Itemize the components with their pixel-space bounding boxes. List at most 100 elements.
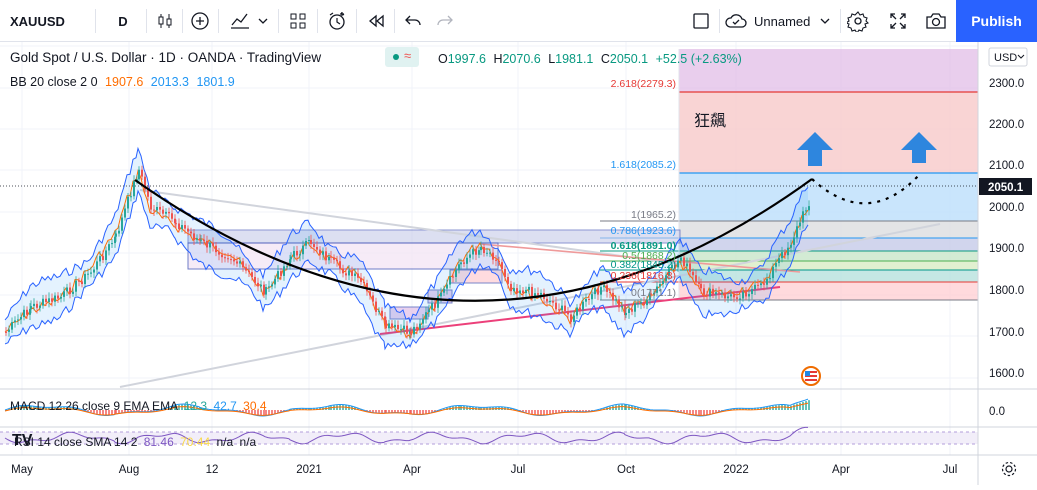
macd-bar [236, 410, 238, 411]
chevron-down-icon [258, 18, 268, 24]
macd-bar [260, 410, 262, 416]
macd-bar [299, 408, 301, 410]
expand-icon [890, 13, 906, 29]
macd-legend[interactable]: MACD 12 26 close 9 EMA EMA 12.3 42.7 30.… [10, 399, 267, 413]
snapshot-button[interactable] [921, 0, 951, 42]
compare-button[interactable] [185, 0, 215, 42]
candle-body [159, 206, 161, 210]
candle-body [546, 298, 548, 302]
macd-bar [510, 408, 512, 410]
templates-button[interactable] [283, 0, 313, 42]
macd-bar [733, 408, 735, 410]
divider [146, 9, 147, 33]
macd-bar [413, 410, 415, 414]
macd-bar [111, 410, 113, 415]
bb-legend[interactable]: BB 20 close 2 0 1907.6 2013.3 1801.9 [10, 75, 235, 89]
candle-body [81, 281, 83, 285]
candle-body [680, 257, 682, 261]
macd-bar [102, 410, 104, 415]
fib-zone-1 [679, 221, 978, 238]
market-status-badge[interactable]: ≈ [385, 47, 419, 67]
macd-bar [357, 407, 359, 410]
price-tick: 1900.0 [989, 243, 1024, 255]
bb-label: BB 20 close 2 0 [10, 75, 98, 89]
macd-bar [87, 410, 89, 412]
candle-body [156, 206, 158, 211]
fullscreen-button[interactable] [883, 0, 913, 42]
candle-body [171, 213, 173, 219]
macd-bar [302, 408, 304, 410]
arrow-up-icon[interactable] [901, 132, 937, 163]
candle-body [458, 264, 460, 271]
alert-button[interactable] [322, 0, 352, 42]
rsi-pane[interactable] [0, 426, 978, 445]
close-value: 2050.1 [609, 52, 649, 66]
macd-bar [293, 408, 295, 410]
macd-pane[interactable] [4, 398, 810, 417]
candle-body [793, 237, 795, 245]
bb-upper-value: 2013.3 [150, 75, 189, 89]
chart-canvas[interactable]: 狂飆 2.618(2279.3) 1.618(2085.2) 1(1965.2)… [0, 42, 1037, 485]
fib-retracement[interactable] [600, 49, 978, 301]
macd-bar [543, 410, 545, 415]
time-tick: Apr [832, 464, 850, 476]
macd-tick: 0.0 [989, 406, 1005, 418]
publish-button[interactable]: Publish [956, 0, 1037, 42]
macd-bar [546, 410, 548, 415]
legend-row-main: Gold Spot / U.S. Dollar · 1D · OANDA · T… [10, 50, 321, 65]
price-axis[interactable]: USD 2300.0 2200.0 2100.0 2000.0 1900.0 1… [977, 42, 1032, 485]
macd-bar [742, 408, 744, 410]
cup-curve[interactable] [134, 178, 813, 302]
macd-bar [549, 410, 551, 415]
candle-body [363, 281, 365, 284]
candle-body [513, 288, 515, 292]
indicators-button[interactable] [223, 0, 275, 42]
time-axis[interactable]: May Aug 12 2021 Apr Jul Oct 2022 Apr Jul [11, 461, 1017, 477]
macd-histogram-value: 12.3 [183, 399, 208, 413]
candle-body [141, 169, 143, 177]
macd-bar [397, 410, 399, 413]
chart-area[interactable]: 狂飆 2.618(2279.3) 1.618(2085.2) 1(1965.2)… [0, 42, 1037, 485]
layout-name-button[interactable]: Unnamed [724, 0, 836, 42]
candle-body [369, 291, 371, 296]
rsi-legend[interactable]: RSI 14 close SMA 14 2 81.46 70.44 n/a n/… [14, 435, 256, 449]
candle-body [30, 306, 32, 309]
macd-bar [643, 408, 645, 410]
candle-body [251, 272, 253, 277]
replay-button[interactable] [361, 0, 391, 42]
divider [317, 9, 318, 33]
macd-bar [528, 410, 530, 414]
macd-bar [90, 410, 92, 413]
symbol-search-button[interactable]: XAUUSD [10, 0, 80, 42]
annotation-text[interactable]: 狂飆 [694, 112, 726, 130]
gear-icon[interactable] [1001, 461, 1017, 477]
candle-body [656, 286, 658, 293]
macd-bar [558, 410, 560, 413]
redo-button[interactable] [430, 0, 460, 42]
chart-type-button[interactable] [150, 0, 180, 42]
trend-line-gray-rising [119, 223, 941, 388]
candle-body [507, 277, 509, 284]
currency-button[interactable] [988, 47, 1028, 67]
arrow-up-icon[interactable] [797, 132, 833, 166]
macd-bar [677, 410, 679, 412]
divider [719, 9, 720, 33]
candle-body [410, 331, 412, 335]
settings-button[interactable] [843, 0, 873, 42]
open-value: 1997.6 [447, 52, 486, 66]
candle-body [721, 292, 723, 294]
macd-bar [564, 410, 566, 412]
candle-body [659, 284, 661, 287]
layout-select-button[interactable] [686, 0, 716, 42]
macd-bar [736, 408, 738, 410]
macd-signal-value: 30.4 [243, 399, 267, 413]
undo-button[interactable] [398, 0, 428, 42]
last-price: 2050.1 [988, 182, 1024, 194]
candle-body [700, 283, 702, 289]
candle-body [165, 211, 167, 214]
candle-body [802, 211, 804, 223]
interval-button[interactable]: D [108, 0, 138, 42]
flag-us-icon[interactable] [801, 366, 821, 386]
candle-body [594, 288, 596, 295]
candle-body [330, 256, 332, 258]
